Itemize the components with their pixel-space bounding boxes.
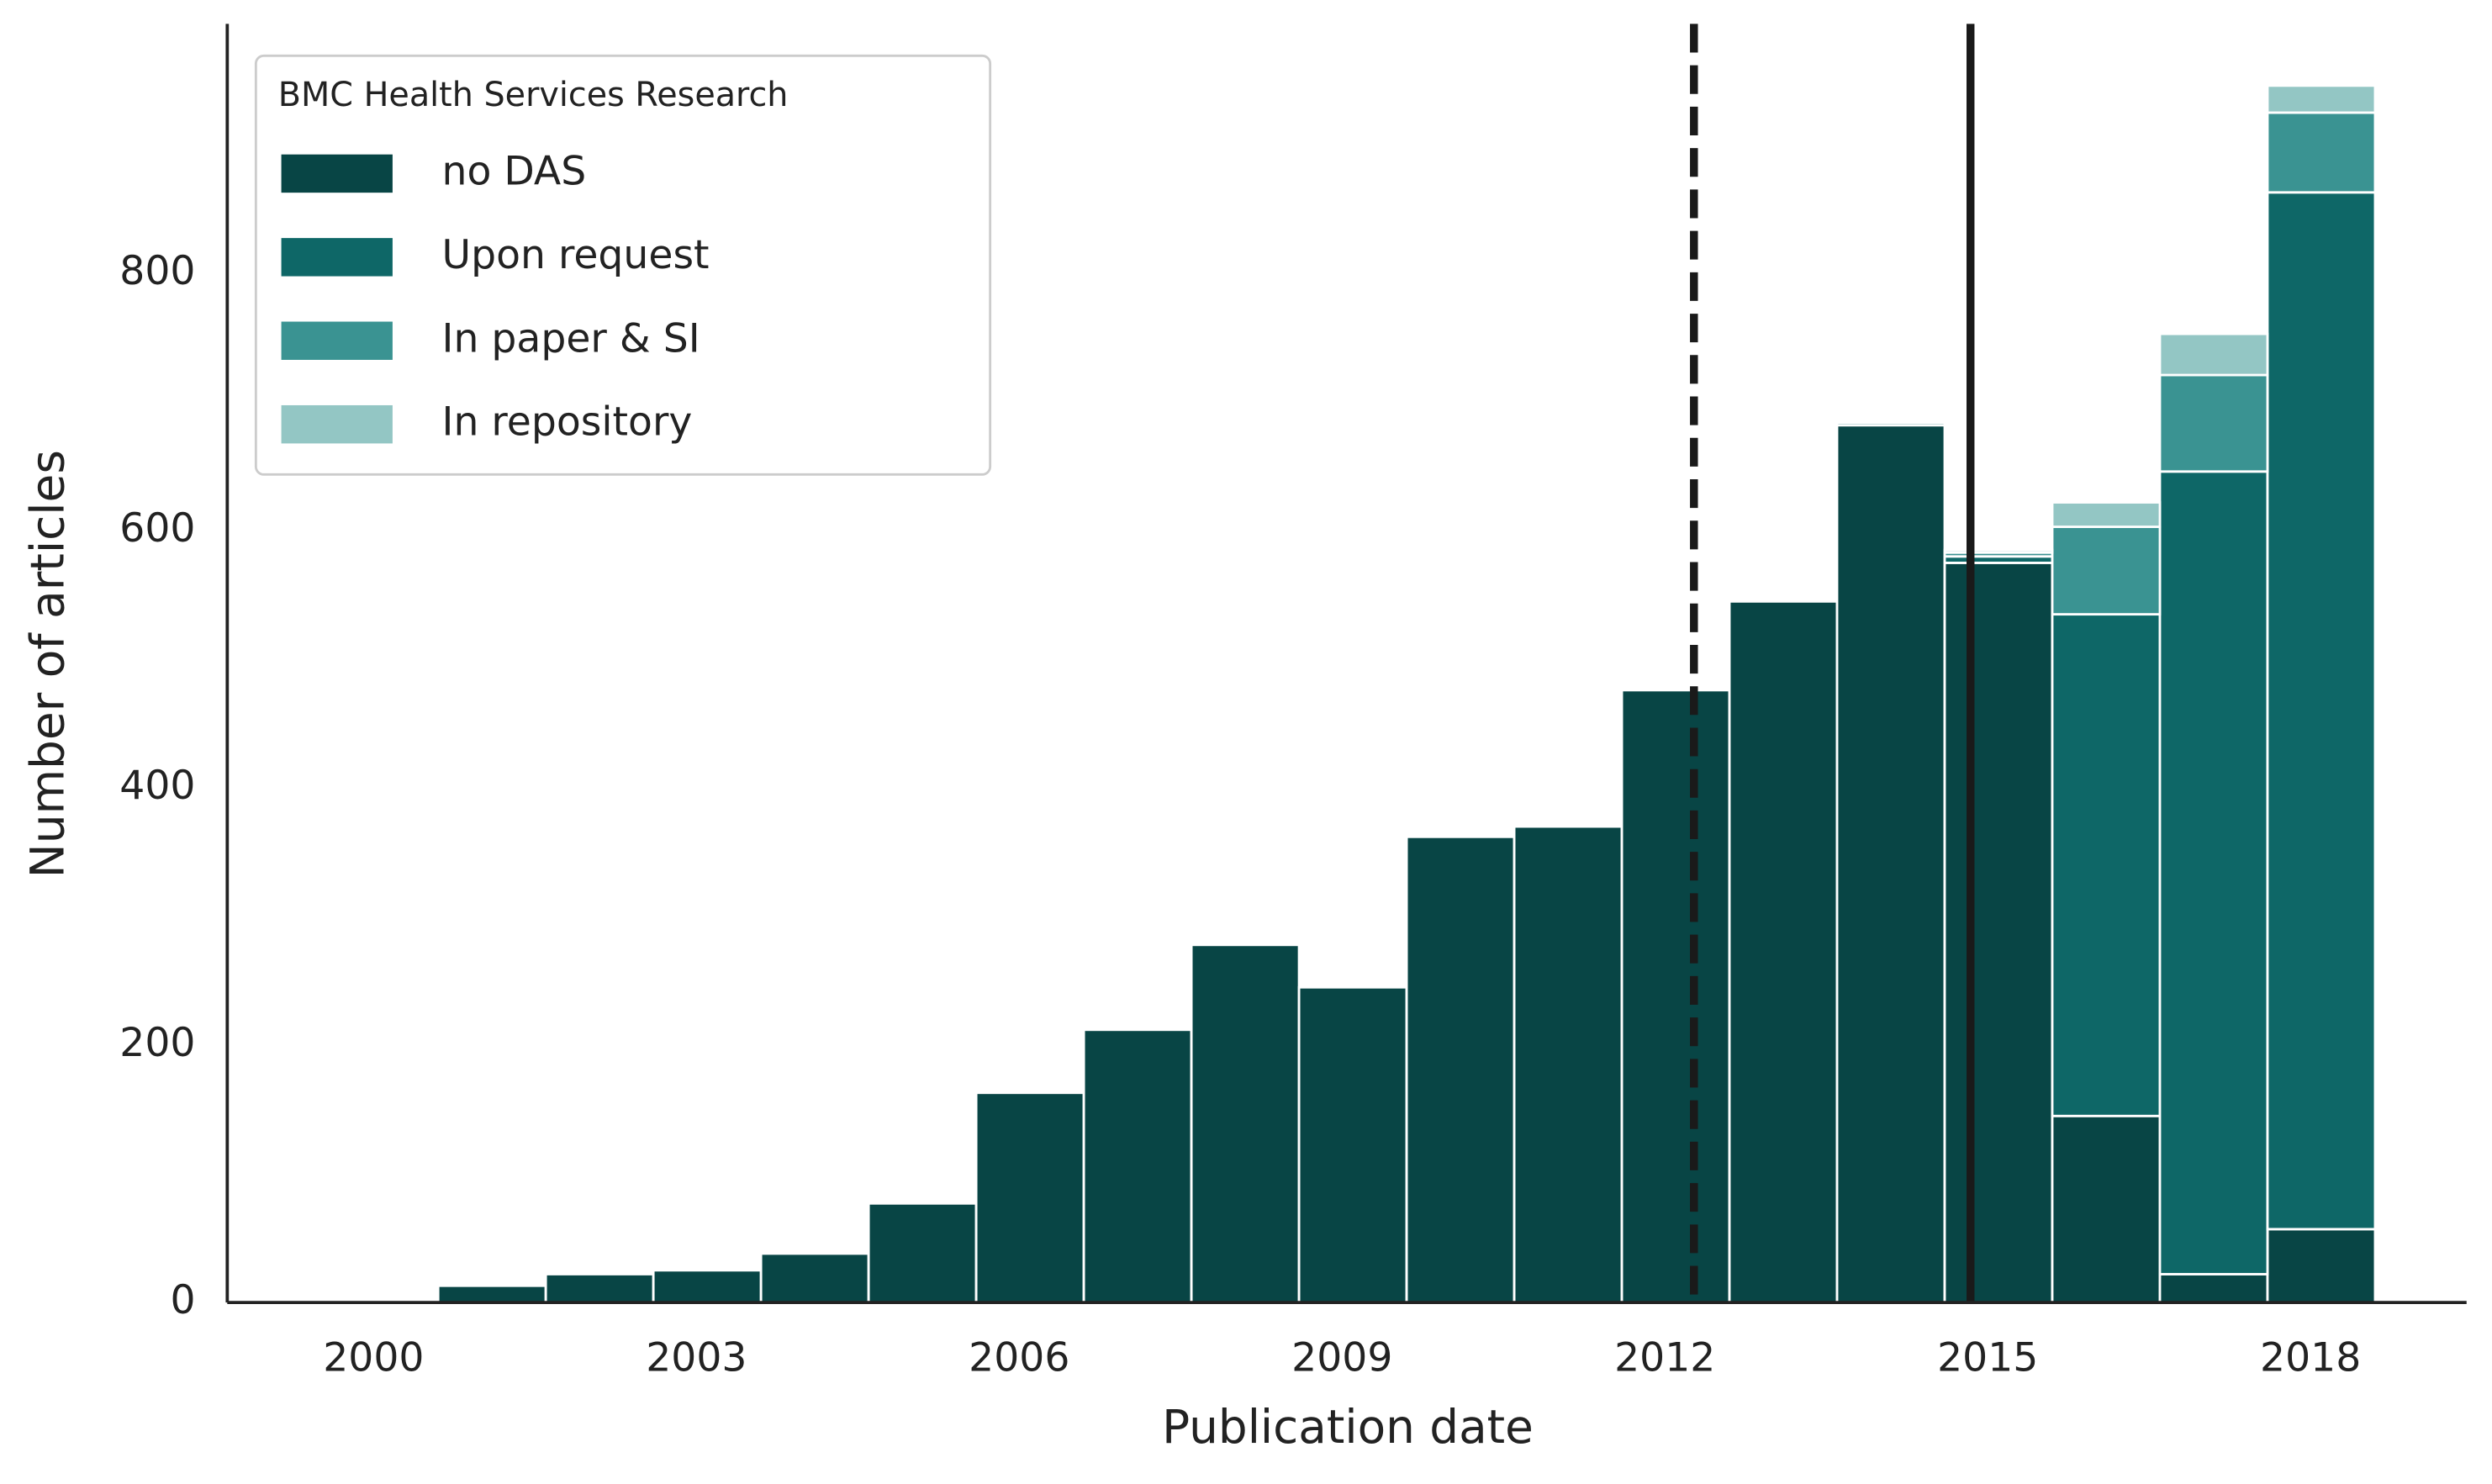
bar	[2051, 501, 2162, 529]
bar	[1082, 1028, 1193, 1304]
x-tick-label: 2000	[323, 1334, 424, 1381]
bar	[2158, 373, 2269, 473]
bar	[2266, 111, 2377, 194]
bar	[2051, 525, 2162, 616]
bar	[2158, 332, 2269, 377]
legend-label: In paper & SI	[442, 315, 700, 362]
bar	[544, 1273, 655, 1304]
bar	[867, 1201, 978, 1304]
bar	[1297, 985, 1408, 1304]
x-axis-label: Publication date	[1162, 1400, 1534, 1454]
bar	[1835, 424, 1946, 1304]
legend-swatch	[281, 321, 393, 360]
bar	[1620, 689, 1731, 1304]
legend-swatch	[281, 154, 393, 193]
y-tick-label: 800	[119, 248, 195, 294]
bar	[1728, 599, 1839, 1304]
bar	[1190, 943, 1301, 1304]
legend-frame	[254, 54, 992, 476]
bar	[2266, 191, 2377, 1231]
legend: BMC Health Services Research no DAS Upon r…	[254, 54, 992, 476]
bar	[652, 1269, 763, 1304]
bar	[436, 1284, 547, 1304]
legend-swatch	[281, 404, 393, 444]
x-tick-label: 2006	[969, 1334, 1069, 1381]
x-tick-label: 2012	[1614, 1334, 1715, 1381]
x-tick-label: 2003	[646, 1334, 747, 1381]
y-axis-label: Number of articles	[21, 450, 75, 878]
bar	[2266, 84, 2377, 114]
x-tick-label: 2015	[1937, 1334, 2038, 1381]
bar	[759, 1252, 870, 1304]
x-tick-label: 2018	[2260, 1334, 2361, 1381]
bar	[974, 1091, 1085, 1304]
bar	[1405, 835, 1516, 1304]
legend-title: BMC Health Services Research	[278, 76, 789, 114]
x-tick-label: 2009	[1291, 1334, 1392, 1381]
legend-label: Upon request	[442, 232, 710, 278]
bar	[1835, 421, 1946, 427]
bar	[2051, 1114, 2162, 1304]
legend-swatch	[281, 238, 393, 277]
bar	[2158, 1273, 2269, 1304]
bar	[2051, 613, 2162, 1117]
y-tick-label: 400	[119, 763, 195, 809]
bar	[1943, 562, 2054, 1304]
bar	[2266, 1228, 2377, 1304]
bar	[1943, 548, 2054, 554]
bar	[1513, 825, 1623, 1304]
y-tick-label: 200	[119, 1020, 195, 1066]
legend-label: no DAS	[442, 148, 587, 194]
y-tick-label: 0	[170, 1277, 195, 1323]
y-tick-label: 600	[119, 505, 195, 552]
legend-label: In repository	[442, 399, 693, 446]
bar	[2158, 470, 2269, 1275]
